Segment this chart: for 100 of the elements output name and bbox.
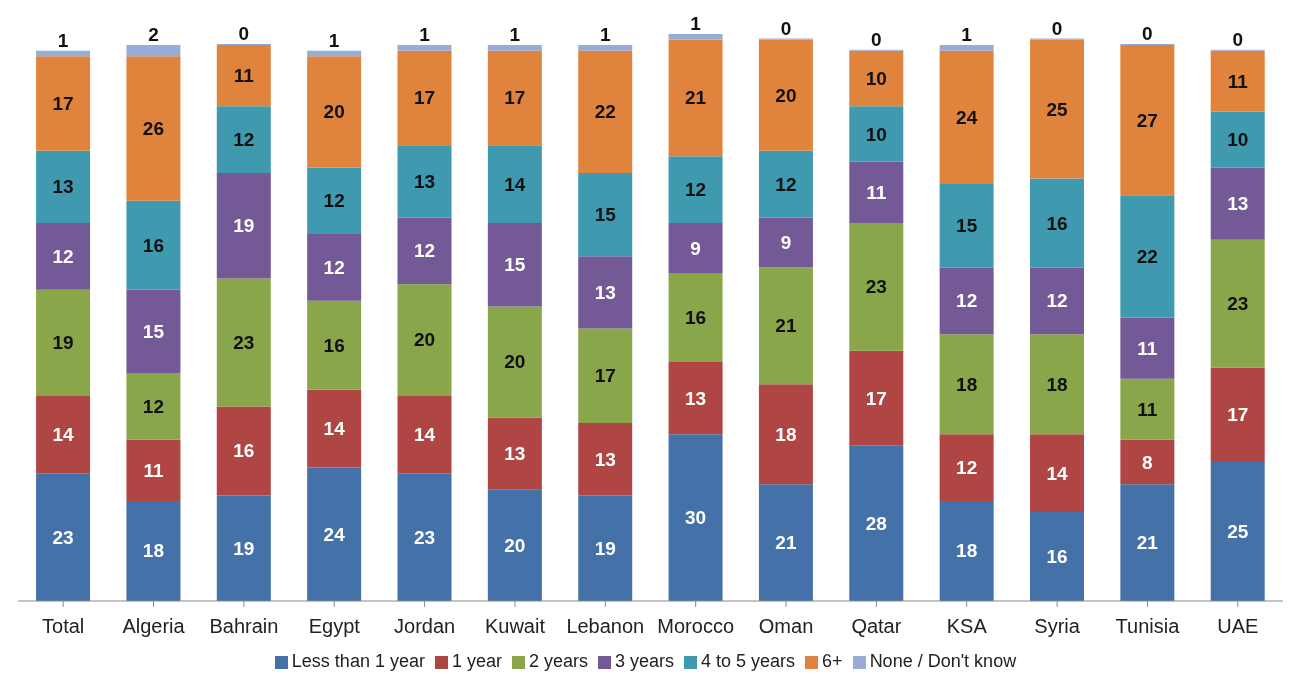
bar [36,56,91,151]
data-label: 28 [865,512,887,534]
bar [1210,111,1265,168]
bar [126,500,181,601]
data-label: 23 [413,526,436,548]
bar [1120,195,1175,318]
bar [758,384,813,485]
bar [216,172,271,279]
data-label: 11 [143,459,164,481]
data-label: 16 [1046,212,1068,234]
data-label: 12 [52,245,74,267]
data-label: 19 [52,332,74,354]
bar [1030,267,1084,335]
data-label: 20 [413,329,436,351]
bar [1210,50,1265,112]
bar [1120,317,1175,379]
data-label: 19 [233,215,255,237]
bar [1120,484,1175,601]
data-label: 21 [775,532,797,554]
bar [307,234,362,301]
bar [668,223,723,274]
data-label: 25 [1046,98,1068,120]
data-label: 12 [775,173,797,195]
bar [487,223,542,307]
data-label: 16 [1046,546,1068,568]
legend-label: 2 years [528,651,588,671]
data-label: 12 [413,240,436,262]
data-label: 1 [599,24,611,46]
bar [307,50,362,57]
bar [1210,367,1265,463]
data-label: 17 [594,365,616,387]
data-label: 13 [504,443,526,465]
data-label: 30 [685,507,707,529]
data-label: 1 [690,13,702,34]
bar [1030,434,1084,513]
bar [1210,239,1265,368]
bar [126,289,181,374]
bar [758,267,813,385]
bar [578,45,633,51]
bar [578,172,633,257]
data-label: 16 [685,307,707,328]
x-tick-label: Algeria [122,615,186,638]
bar [758,217,813,268]
bar [1030,334,1084,435]
data-label: 0 [780,17,792,39]
data-label: 17 [865,387,887,409]
data-label: 1 [419,24,431,46]
bar [397,145,452,218]
bar [397,395,452,474]
bar [758,39,813,151]
bar [939,434,994,501]
data-label: 17 [1227,404,1249,426]
bar [216,278,271,407]
bar [487,489,542,601]
data-label: 18 [956,540,978,562]
data-label: 25 [1227,521,1249,543]
data-label: 10 [1227,129,1249,151]
bar [126,373,181,440]
data-label: 14 [1046,462,1068,484]
data-label: 0 [1051,17,1063,39]
bar [668,273,723,362]
bar [939,267,994,335]
bar [758,150,813,218]
bar [36,289,91,396]
legend-label: 1 year [451,651,502,671]
data-label: 16 [323,334,345,356]
data-label: 11 [1227,70,1249,92]
bar [668,361,723,435]
data-label: 0 [1142,23,1153,45]
data-label: 12 [233,129,255,151]
data-label: 1 [328,29,340,51]
bar [939,500,994,601]
bar [126,45,181,57]
legend-label: 4 to 5 years [701,651,796,671]
data-label: 19 [594,537,616,559]
data-label: 9 [780,231,792,253]
data-label: 22 [594,101,616,123]
data-label: 8 [1142,451,1153,473]
bar [1120,439,1175,485]
x-tick-label: Syria [1034,615,1081,638]
bar [849,445,904,601]
bar [307,467,362,601]
bar [1030,178,1084,268]
data-label: 0 [238,23,250,45]
data-label: 11 [1137,337,1158,359]
legend-label: None / Don't know [869,651,1017,671]
data-label: 14 [504,173,526,195]
data-label: 11 [1137,398,1158,420]
bar [1210,167,1265,240]
bar [578,50,633,173]
data-label: 20 [775,84,797,106]
data-label: 26 [142,118,164,139]
data-label: 15 [504,254,526,276]
legend-label: Less than 1 year [291,651,425,671]
bar [397,473,452,601]
data-label: 14 [52,423,75,445]
bar [849,350,904,446]
x-tick-label: Total [42,615,85,638]
bar [36,150,91,223]
data-label: 13 [52,176,74,198]
